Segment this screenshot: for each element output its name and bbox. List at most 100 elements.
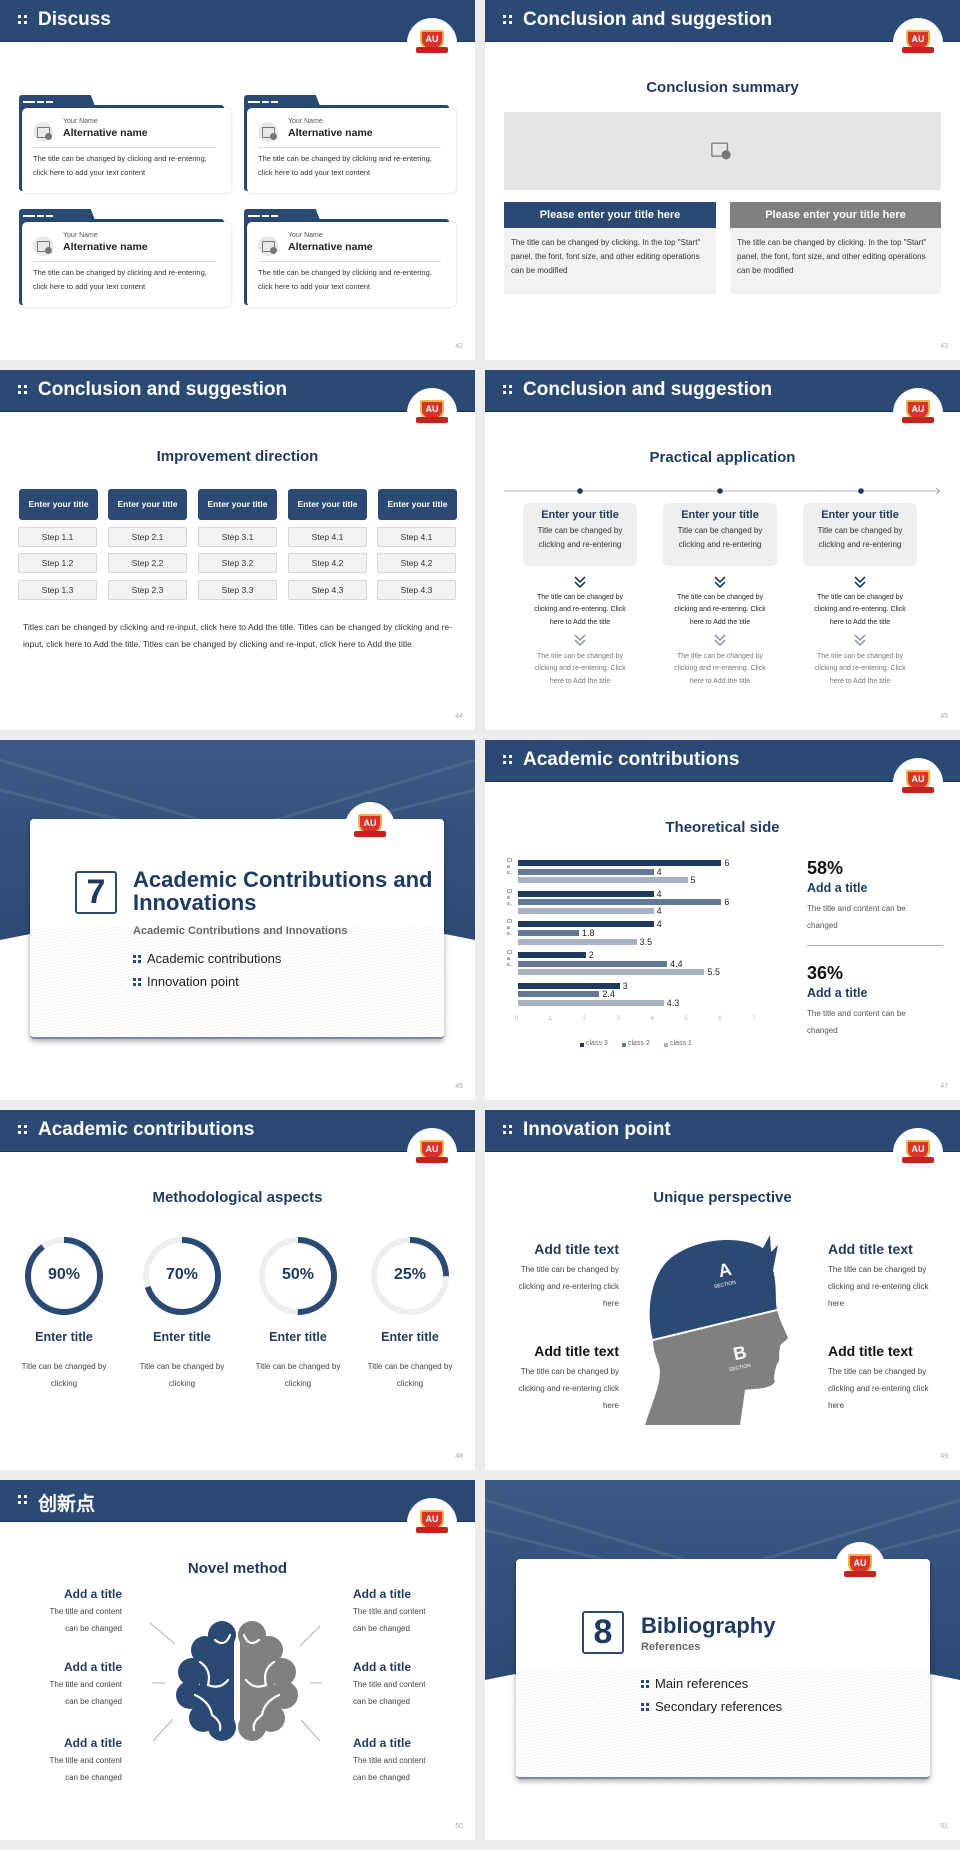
stat-value: 58% [807,858,844,878]
block-text: The title can be changed by clicking and… [518,1265,620,1308]
card-label: Your Name [63,118,98,125]
bar-class-3 [518,860,722,866]
slide-title: 创新点 [38,1494,96,1515]
section-bullet[interactable]: Main references [641,1676,748,1691]
category-label: Clas... [507,950,512,969]
block-text: The title can be changed by clicking and… [518,1367,620,1410]
slide-section-8[interactable]: AU 8 Bibliography References Main refere… [485,1480,960,1840]
step-card[interactable]: Enter your title Title can be changed by … [523,503,637,566]
grid-dots-icon [18,385,28,395]
double-chevron-down-icon [714,576,726,589]
image-placeholder-icon[interactable] [258,236,278,256]
slide-section-7[interactable]: AU 7 Academic Contributions and Innovati… [0,740,475,1100]
card-name: Alternative name [63,241,148,253]
profile-card[interactable]: Your Name Alternative name The title can… [244,209,456,307]
slide-practical-application[interactable]: Conclusion and suggestion AU Practical a… [485,370,960,730]
text-block[interactable]: Add a title The title and content can be … [353,1660,443,1710]
category-label: Clas... [507,858,512,876]
section-title: Academic Contributions and Innovations [133,867,433,915]
step-box[interactable]: Step 4.3 [288,580,367,600]
card-text: The title can be changed by clicking and… [33,268,207,291]
university-logo: AU [893,758,943,808]
step-box[interactable]: Step 3.3 [198,580,277,600]
grid-dots-icon [503,755,513,765]
box-text: The title can be changed by clicking. In… [504,228,716,294]
slide-title: Innovation point [523,1119,671,1140]
step-note: The title can be changed by clicking and… [674,594,766,626]
ring-progress [143,1237,221,1315]
divider [33,147,216,148]
profile-card[interactable]: Your Name Alternative name The title can… [244,95,456,193]
step-box[interactable]: Step 4.1 [377,527,456,547]
image-placeholder[interactable] [504,112,941,190]
text-block[interactable]: Add title text The title can be changed b… [828,1343,948,1414]
block-title: Add a title [63,1587,122,1601]
step-box[interactable]: Step 4.1 [288,527,367,547]
column-title[interactable]: Enter your title [288,489,367,520]
text-block[interactable]: Add title text The title can be changed b… [828,1241,948,1312]
box-title: Please enter your title here [504,202,716,228]
step-box[interactable]: Step 1.2 [18,553,97,573]
image-placeholder-icon[interactable] [33,236,53,256]
text-block[interactable]: Add a title The title and content can be … [10,1736,123,1786]
data-label: 2 [588,950,594,961]
step-box[interactable]: Step 4.3 [377,580,456,600]
step-box[interactable]: Step 2.2 [108,553,187,573]
slide-novel-method[interactable]: 创新点 AU Novel method Add a title The title… [0,1480,475,1840]
step-box[interactable]: Step 4.2 [377,553,456,573]
text-block[interactable]: Add title text The title can be changed b… [499,1241,620,1312]
column-title[interactable]: Enter your title [108,489,187,520]
text-block[interactable]: Add a title The title and content can be … [10,1660,123,1710]
add-image-icon[interactable] [706,136,732,162]
stat-text: The title and content can be changed [807,1009,906,1035]
legend-swatch [664,1043,668,1047]
step-box[interactable]: Step 1.1 [18,527,97,547]
data-label: 2.4 [602,989,615,1000]
section-bullet[interactable]: Innovation point [133,974,239,989]
text-block[interactable]: Add title text The title can be changed b… [499,1343,620,1414]
university-logo: AU [835,1542,885,1592]
slide-improvement-direction[interactable]: Conclusion and suggestion AU Improvement… [0,370,475,730]
column-title[interactable]: Enter your title [198,489,277,520]
block-title: Add title text [534,1241,619,1257]
slide-methodological-aspects[interactable]: Academic contributions AU Methodological… [0,1110,475,1470]
section-bullet[interactable]: Secondary references [641,1699,782,1714]
step-box[interactable]: Step 2.3 [108,580,187,600]
text-block[interactable]: Add a title The title and content can be … [353,1736,443,1786]
step-card[interactable]: Enter your title Title can be changed by … [803,503,917,566]
step-box[interactable]: Step 2.1 [108,527,187,547]
card-name: Alternative name [63,127,148,139]
step-box[interactable]: Step 1.3 [18,580,97,600]
slide-unique-perspective[interactable]: Innovation point AU Unique perspective A… [485,1110,960,1470]
page-number: 46 [455,1083,463,1090]
step-box[interactable]: Step 3.1 [198,527,277,547]
slide-theoretical-side[interactable]: Academic contributions AU Theoretical si… [485,740,960,1100]
page-number: 49 [940,1453,948,1460]
page-number: 42 [455,343,463,350]
page-number: 48 [455,1453,463,1460]
profile-card[interactable]: Your Name Alternative name The title can… [19,95,231,193]
image-placeholder-icon[interactable] [258,122,278,142]
text-block[interactable]: Add a title The title and content can be … [353,1587,443,1637]
step-box[interactable]: Step 3.2 [198,553,277,573]
bar-class-3 [518,982,620,989]
section-number: 8 [582,1611,624,1654]
column-title[interactable]: Enter your title [378,489,457,520]
university-logo: AU [407,388,457,438]
step-card[interactable]: Enter your title Title can be changed by … [663,503,777,566]
slide-discuss[interactable]: Discuss AU Your Name Alternative name Th… [0,0,475,360]
text-block[interactable]: Add a title The title and content can be … [10,1587,123,1637]
column-title[interactable]: Enter your title [19,489,98,520]
slide-header: Academic contributions [485,740,960,782]
ring-value: 90% [47,1266,81,1283]
image-placeholder-icon[interactable] [33,122,53,142]
block-title: Add title text [828,1343,913,1359]
card-name: Alternative name [288,241,373,253]
step-box[interactable]: Step 4.2 [288,553,367,573]
profile-card[interactable]: Your Name Alternative name The title can… [19,209,231,307]
section-subtitle: Novel method [187,1560,288,1577]
block-text: The title and content can be changed [49,1680,123,1706]
category-label [507,981,512,1007]
section-bullet[interactable]: Academic contributions [133,951,281,966]
slide-conclusion-summary[interactable]: Conclusion and suggestion AU Conclusion … [485,0,960,360]
